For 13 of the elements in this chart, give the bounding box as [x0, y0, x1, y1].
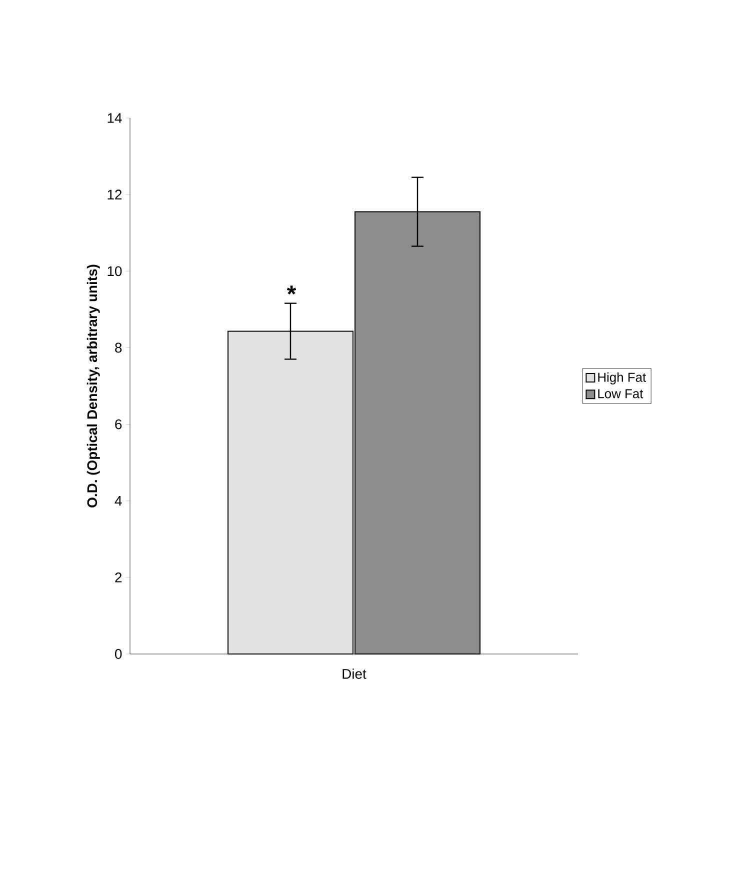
- y-tick-label: 2: [115, 572, 122, 582]
- x-axis-title: Diet: [342, 668, 366, 679]
- y-tick-label: 0: [115, 649, 122, 659]
- y-tick-label: 10: [108, 266, 122, 276]
- y-tick-label: 8: [115, 342, 122, 353]
- legend-label: High Fat: [598, 372, 646, 384]
- annotation: *: [286, 286, 296, 295]
- y-tick-label: 12: [108, 190, 122, 200]
- y-axis-title: O.D. (Optical Density, arbitrary units): [86, 264, 100, 508]
- y-tick-label: 4: [114, 496, 122, 506]
- y-tick-label: 14: [108, 113, 122, 123]
- legend-label: Low Fat: [598, 389, 644, 398]
- y-tick-label: 6: [115, 419, 122, 430]
